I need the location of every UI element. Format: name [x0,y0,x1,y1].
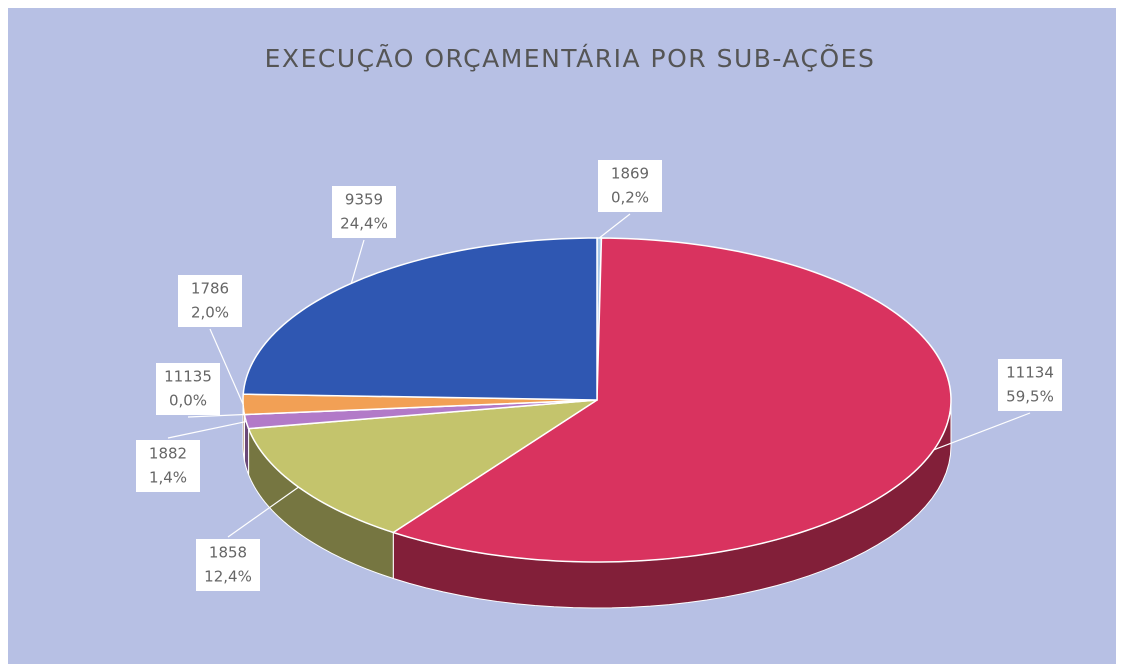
value-label: 0,0% [169,392,207,410]
leader-line [598,213,631,239]
value-label: 1,4% [149,469,187,487]
leader-line [209,328,244,405]
leader-line [350,239,365,284]
category-label: 11135 [164,368,212,386]
value-label: 59,5% [1006,388,1054,406]
category-label: 1882 [149,445,187,463]
label-box [998,359,1062,411]
category-label: 1786 [191,280,229,298]
pie-slice [391,237,952,563]
leader-line [933,412,1031,451]
category-label: 1858 [209,544,247,562]
category-label: 9359 [345,191,383,209]
value-label: 12,4% [204,568,252,586]
label-box [156,363,220,415]
label-box [598,160,662,212]
label-box [136,440,200,492]
leader-line [227,486,299,538]
value-label: 24,4% [340,215,388,233]
value-label: 0,2% [611,189,649,207]
leader-line [167,420,247,439]
label-box [332,186,396,238]
chart-title: EXECUÇÃO ORÇAMENTÁRIA POR SUB-AÇÕES [265,43,876,73]
category-label: 11134 [1006,364,1054,382]
label-box [196,539,260,591]
category-label: 1869 [611,165,649,183]
leader-line [187,413,245,418]
value-label: 2,0% [191,304,229,322]
label-box [178,275,242,327]
